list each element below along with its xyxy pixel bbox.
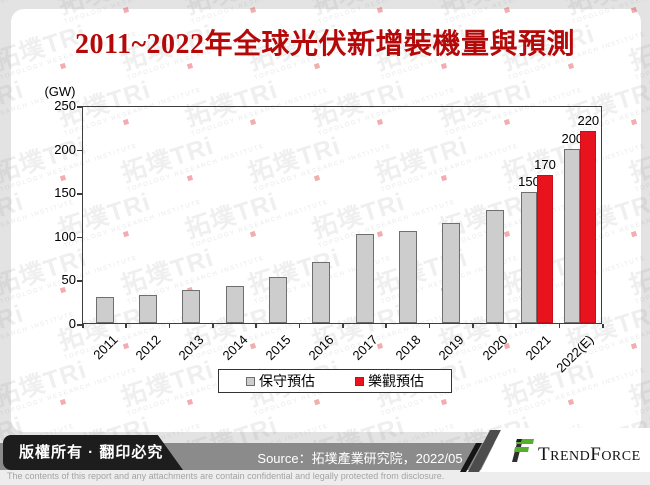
x-axis-tick-mark — [212, 324, 214, 328]
legend-item: 樂觀預估 — [355, 371, 424, 391]
y-axis-tick-label: 0 — [68, 316, 76, 331]
y-axis-tick-mark — [77, 193, 82, 195]
wordmark-initial-f: F — [590, 444, 602, 465]
x-axis-tick-mark — [472, 324, 474, 328]
bar-conservative — [269, 276, 287, 323]
bar-conservative — [442, 222, 461, 323]
bar-conservative — [485, 209, 504, 323]
bar-conservative — [399, 231, 417, 323]
bar-conservative — [355, 234, 374, 323]
bar-value-label: 150 — [518, 174, 540, 190]
bar-conservative — [521, 192, 537, 323]
bar-conservative — [225, 285, 244, 323]
bar-value-label: 200 — [561, 130, 584, 146]
y-axis-tick-mark — [77, 236, 82, 239]
bar-conservative — [312, 261, 331, 323]
x-axis-tick-mark — [602, 324, 604, 328]
x-axis-tick-mark — [82, 324, 84, 328]
legend-swatch-icon — [355, 376, 364, 386]
bar-value-label: 220 — [577, 113, 600, 129]
y-axis-tick-label: 250 — [54, 98, 76, 113]
y-axis-tick-label: 100 — [54, 228, 76, 244]
source-label: Source：拓墣產業研究院，2022/05 — [257, 451, 463, 466]
y-axis-tick-mark — [77, 106, 82, 108]
copyright-text: 版權所有 · 翻印必究 — [19, 444, 164, 461]
bar-conservative — [182, 289, 201, 323]
legend-label: 樂觀預估 — [368, 373, 424, 389]
bar-optimistic — [537, 174, 553, 323]
legend-swatch-icon — [246, 376, 255, 386]
y-axis-unit-label: (GW) — [44, 84, 76, 99]
bar-value-label: 170 — [534, 156, 556, 172]
y-axis-tick-mark — [77, 280, 82, 282]
y-axis-tick-label: 150 — [54, 185, 76, 201]
x-axis-tick-mark — [342, 324, 344, 328]
plot-area: 150 170 200 220 — [82, 106, 602, 324]
chart-legend: 保守預估 樂觀預估 — [218, 369, 452, 393]
y-axis-tick-mark — [77, 149, 82, 152]
legend-item: 保守預估 — [246, 371, 315, 391]
page-title: 2011~2022年全球光伏新增裝機量與預測 — [74, 29, 576, 60]
copyright-badge: 版權所有 · 翻印必究 — [3, 435, 183, 470]
disclaimer-strip — [0, 470, 650, 485]
x-axis-tick-mark — [125, 324, 127, 328]
bar-conservative — [139, 295, 157, 323]
trendforce-logo-icon — [460, 428, 650, 472]
wordmark-trend: REND — [550, 449, 591, 464]
trendforce-wordmark: T REND F ORCE — [538, 444, 641, 466]
y-axis-tick-mark — [77, 324, 82, 326]
disclaimer-text: The contents of this report and any atta… — [7, 471, 445, 481]
bar-conservative — [95, 296, 114, 323]
y-axis-tick-label: 50 — [61, 272, 76, 288]
y-axis-tick-label: 200 — [54, 141, 76, 157]
x-axis-tick-mark — [255, 324, 257, 328]
legend-label: 保守預估 — [259, 373, 315, 389]
x-axis-tick-mark — [428, 324, 431, 328]
x-axis-tick-mark — [515, 324, 517, 328]
bar-optimistic — [580, 131, 597, 323]
wordmark-initial-t: T — [538, 444, 551, 465]
x-axis-tick-mark — [385, 324, 387, 328]
x-axis-tick-mark — [558, 324, 561, 328]
wordmark-force: ORCE — [601, 449, 641, 464]
x-axis-tick-mark — [298, 324, 301, 328]
x-axis-tick-mark — [168, 324, 171, 328]
bar-conservative — [564, 148, 581, 323]
